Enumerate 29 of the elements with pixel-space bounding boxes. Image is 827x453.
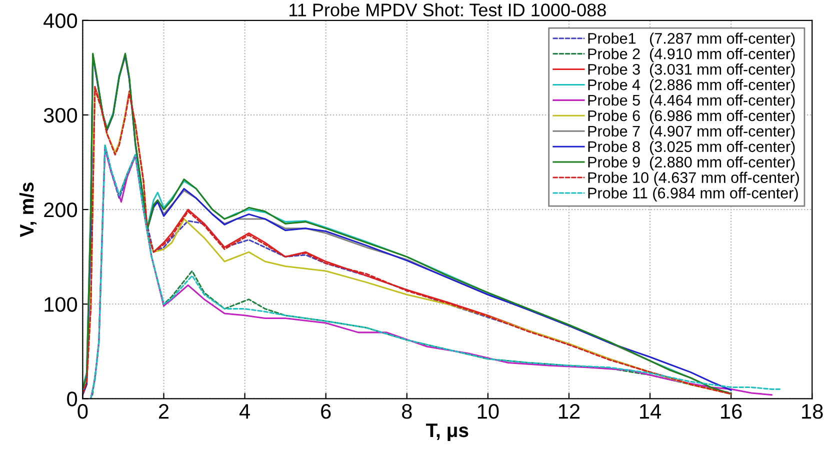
x-tick-label: 6 <box>321 404 331 419</box>
y-tick-label: 200 <box>44 202 78 218</box>
x-tick-label: 16 <box>721 404 742 419</box>
legend-label: Probe 6 (6.986 mm off-center) <box>588 110 795 124</box>
y-tick-label: 300 <box>44 108 78 123</box>
legend-label: Probe 10 (4.637 mm off-center) <box>588 172 799 186</box>
y-tick-label: 400 <box>44 13 78 28</box>
legend-label: Probe 5 (4.464 mm off-center) <box>588 94 795 109</box>
x-tick-label: 18 <box>802 404 823 419</box>
y-tick-label: 0 <box>67 392 78 406</box>
legend-label: Probe 3 (3.031 mm off-center) <box>588 64 795 78</box>
x-tick-label: 12 <box>558 404 580 419</box>
chart-title: 11 Probe MPDV Shot: Test ID 1000-088 <box>290 3 606 16</box>
legend-label: Probe 4 (2.886 mm off-center) <box>588 79 795 94</box>
legend-label: Probe 11 (6.984 mm off-center) <box>588 187 798 202</box>
x-axis-title: T, μs <box>426 424 468 441</box>
x-tick-label: 8 <box>402 404 412 419</box>
legend-label: Probe 2 (4.910 mm off-center) <box>588 48 795 62</box>
x-tick-label: 2 <box>159 404 168 419</box>
legend-label: Probe1 (7.287 mm off-center) <box>588 32 795 47</box>
legend-label: Probe 8 (3.025 mm off-center) <box>588 140 795 156</box>
x-tick-label: 14 <box>640 404 661 419</box>
legend-label: Probe 7 (4.907 mm off-center) <box>588 125 795 140</box>
x-tick-label: 0 <box>78 404 88 419</box>
legend-label: Probe 9 (2.880 mm off-center) <box>588 156 795 171</box>
y-tick-label: 100 <box>44 297 78 312</box>
x-tick-label: 4 <box>239 404 250 419</box>
x-tick-label: 10 <box>478 404 499 419</box>
y-axis-title: V, m/s <box>19 182 37 238</box>
